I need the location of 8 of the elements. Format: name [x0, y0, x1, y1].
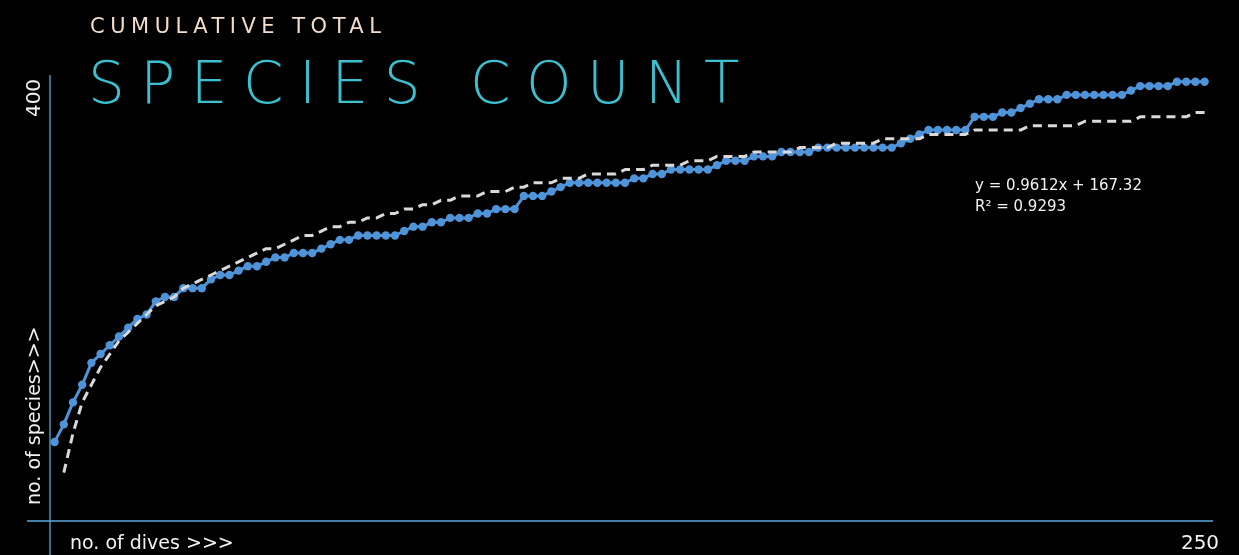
x-axis-title: no. of dives >>> — [70, 531, 234, 553]
annotation: y = 0.9612x + 167.32 — [975, 176, 1142, 194]
y-axis-title: no. of species>>> — [22, 326, 44, 505]
annotation: R² = 0.9293 — [975, 197, 1067, 215]
text: 250 — [1180, 530, 1220, 554]
chart-title: SPECIES COUNT — [88, 49, 755, 117]
text: 400 — [21, 78, 45, 118]
chart-subtitle: CUMULATIVE TOTAL — [90, 14, 387, 38]
